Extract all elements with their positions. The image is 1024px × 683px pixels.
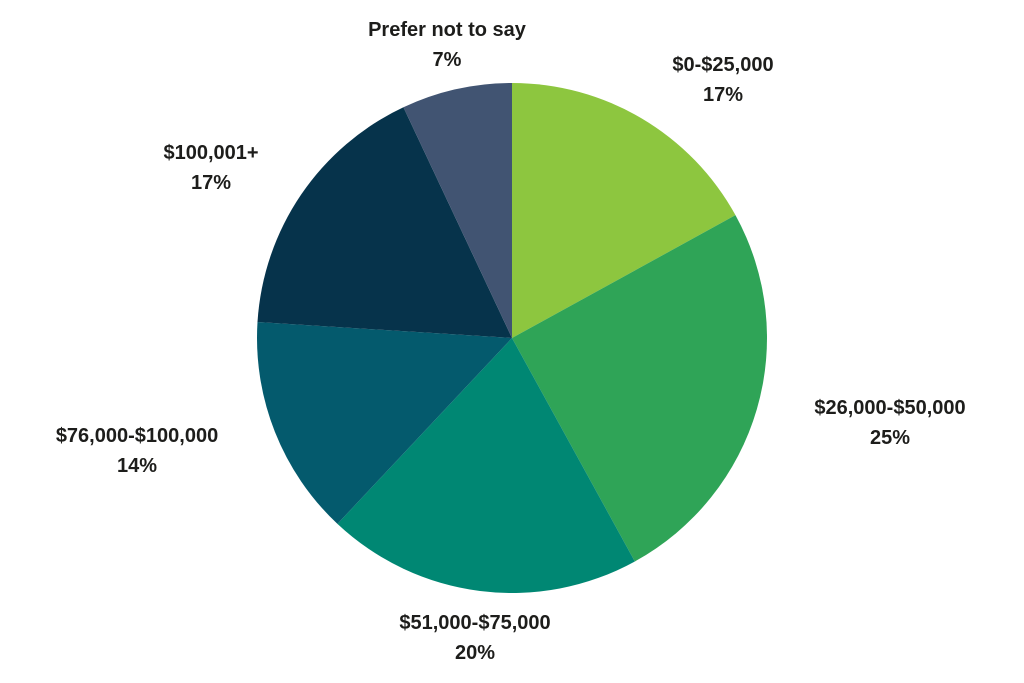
slice-label-5: Prefer not to say 7%	[368, 15, 526, 75]
slice-label-text: $76,000-$100,000	[55, 425, 219, 447]
slice-label-percent: 17%	[702, 84, 744, 106]
slice-label-text: $100,001+	[163, 142, 259, 164]
slice-label-percent: 14%	[116, 455, 158, 477]
pie-slice-5	[403, 83, 512, 338]
slice-label-0: $0-$25,000 17%	[672, 50, 773, 110]
slice-label-1: $26,000-$50,000 25%	[814, 393, 965, 453]
pie-slice-2	[337, 338, 635, 593]
slice-label-text: $0-$25,000	[672, 54, 774, 76]
pie-slice-1	[512, 215, 767, 562]
slice-label-percent: 17%	[190, 172, 232, 194]
slice-label-percent: 25%	[869, 427, 911, 449]
slice-label-text: $51,000-$75,000	[399, 612, 551, 634]
slice-label-text: Prefer not to say	[368, 19, 526, 41]
slice-label-2: $51,000-$75,000 20%	[399, 608, 550, 668]
slice-label-4: $100,001+ 17%	[163, 138, 258, 198]
slice-label-text: $26,000-$50,000	[814, 397, 966, 419]
slice-label-3: $76,000-$100,000 14%	[56, 421, 218, 481]
pie-slice-4	[257, 107, 512, 338]
slice-label-percent: 20%	[454, 642, 496, 664]
slice-label-percent: 7%	[432, 49, 462, 71]
pie-slice-0	[512, 83, 736, 338]
pie-slice-3	[256, 321, 512, 524]
